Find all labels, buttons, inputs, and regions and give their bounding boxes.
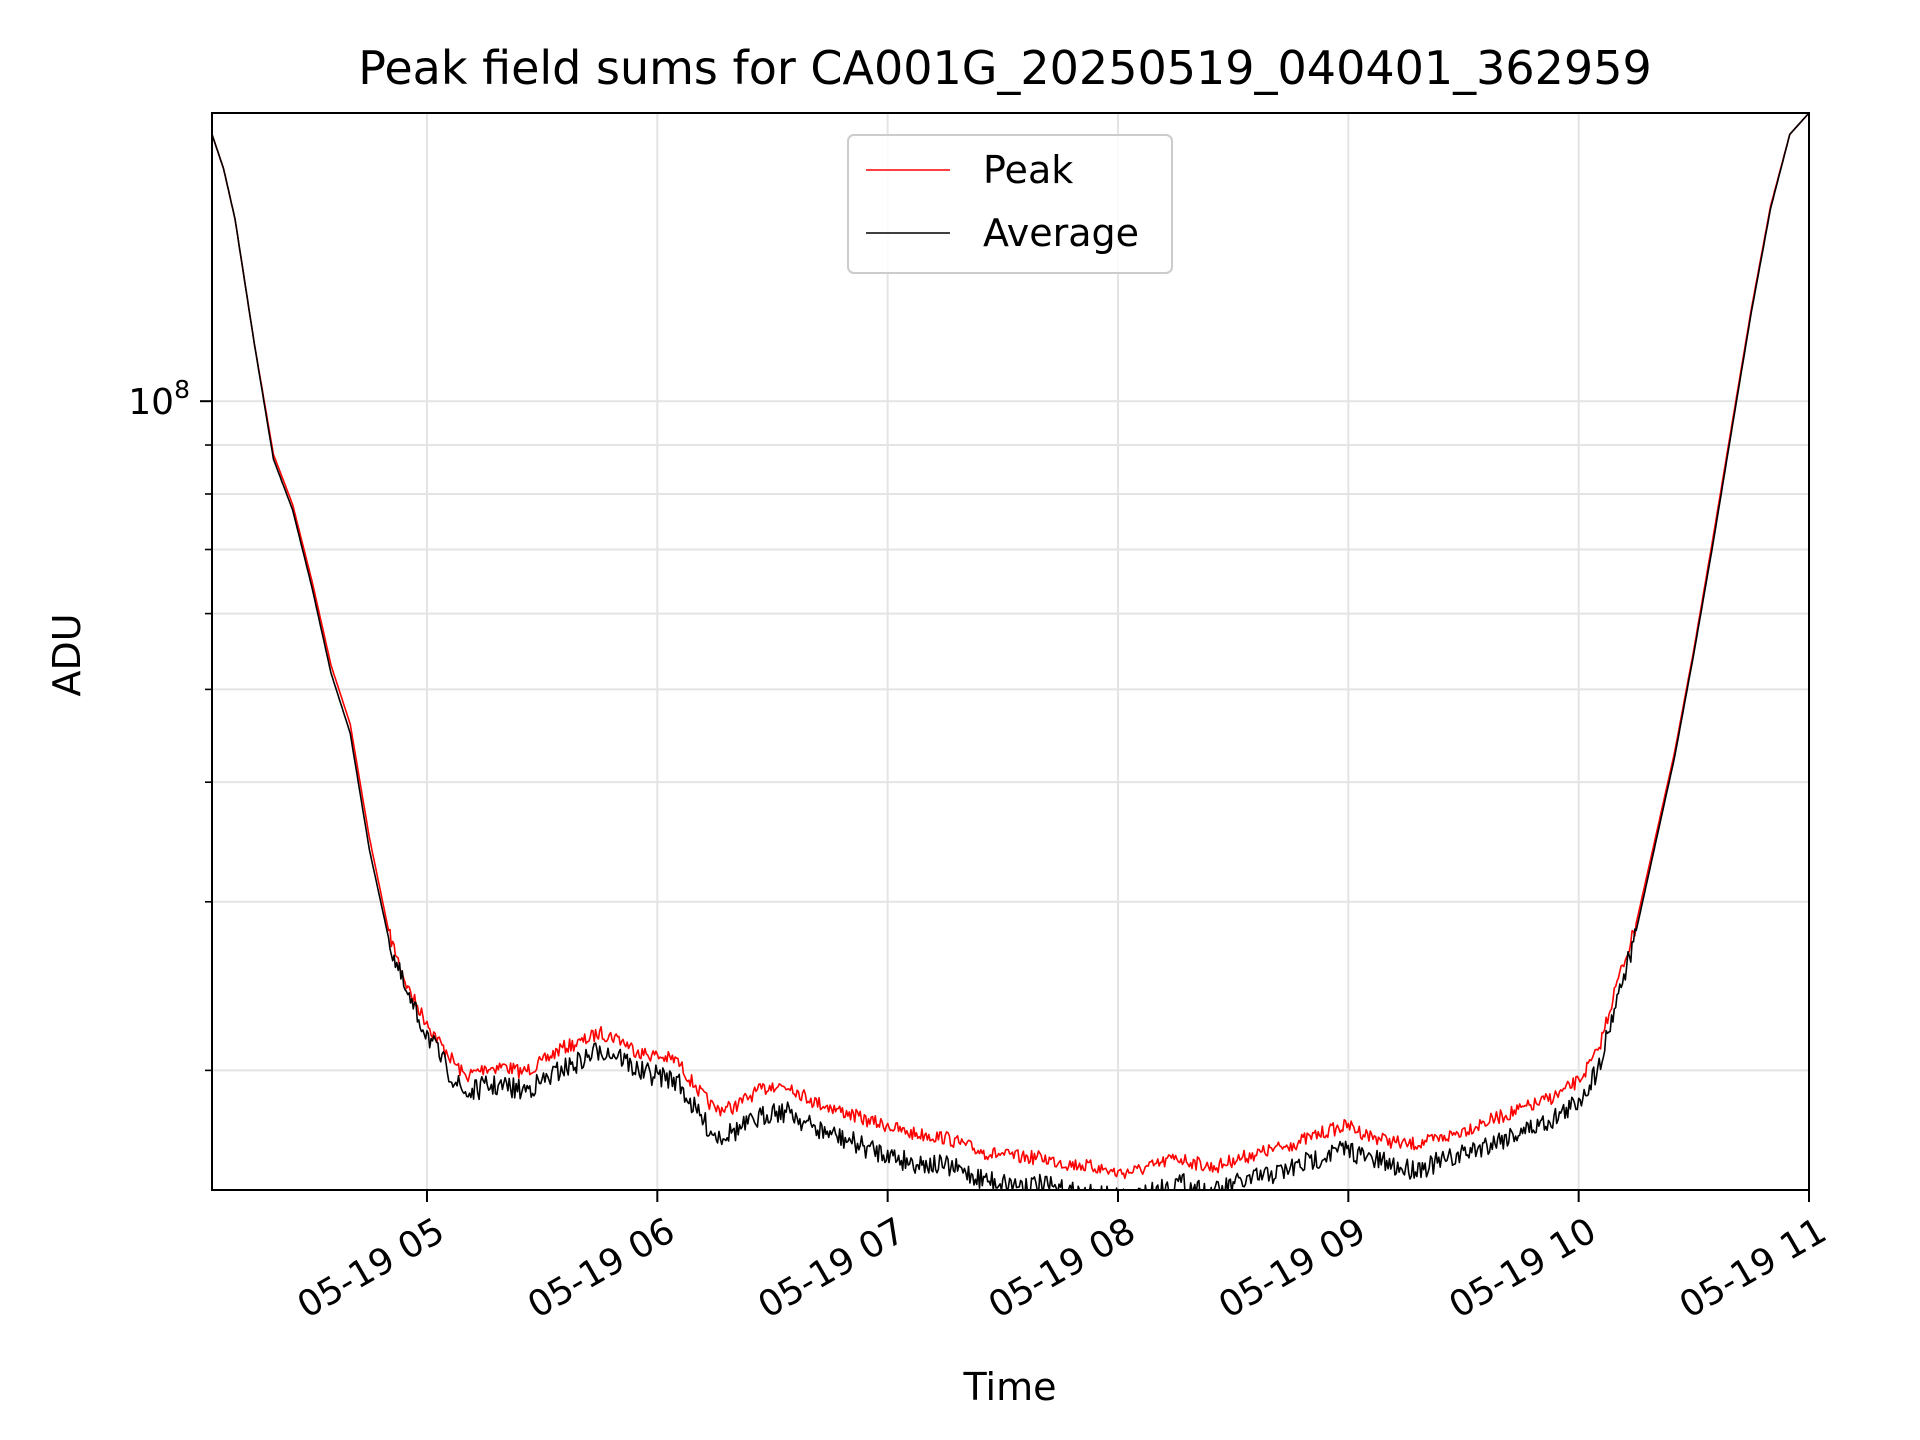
chart-title: Peak field sums for CA001G_20250519_0404… xyxy=(358,41,1651,95)
series-lines xyxy=(212,113,1809,1190)
legend: Peak Average xyxy=(847,134,1173,274)
x-axis-title: Time xyxy=(963,1365,1057,1409)
y-tick-label: 108 xyxy=(128,375,190,423)
legend-label-average: Average xyxy=(983,211,1139,255)
grid-lines xyxy=(212,113,1810,1190)
series-line-peak xyxy=(212,113,1809,1180)
series-line-average xyxy=(212,113,1809,1190)
plot-frame xyxy=(211,112,1810,1191)
y-axis-ticks: 108 xyxy=(128,375,212,1072)
y-axis-title: ADU xyxy=(45,613,89,696)
legend-label-peak: Peak xyxy=(983,148,1073,192)
